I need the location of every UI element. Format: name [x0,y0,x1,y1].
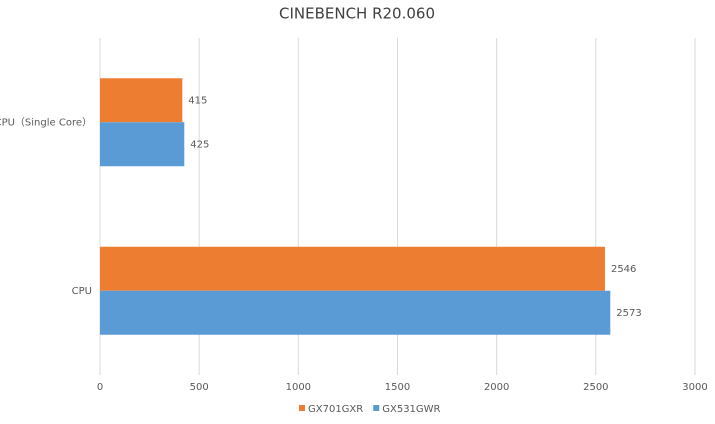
legend-label: GX531GWR [382,404,440,415]
x-tick-label: 1000 [286,382,311,393]
data-label: 415 [188,95,207,106]
legend-label: GX701GXR [308,404,363,415]
y-tick-label: CPU（Single Core） [0,116,92,128]
x-tick-label: 1500 [385,382,410,393]
data-label: 425 [190,139,209,150]
y-tick-label: CPU [72,286,92,297]
data-label: 2546 [611,264,636,275]
bar [100,290,611,335]
x-tick-label: 2500 [583,382,608,393]
x-tick-label: 0 [97,382,103,393]
legend-swatch [299,405,305,411]
legend-swatch [373,405,380,411]
chart-title: CINEBENCH R20.060 [279,5,435,23]
x-tick-label: 3000 [682,382,707,393]
x-tick-label: 500 [190,382,209,393]
bar [100,122,185,167]
bar [100,78,183,123]
x-tick-label: 2000 [484,382,509,393]
data-label: 2573 [616,308,641,319]
bar [100,246,605,291]
